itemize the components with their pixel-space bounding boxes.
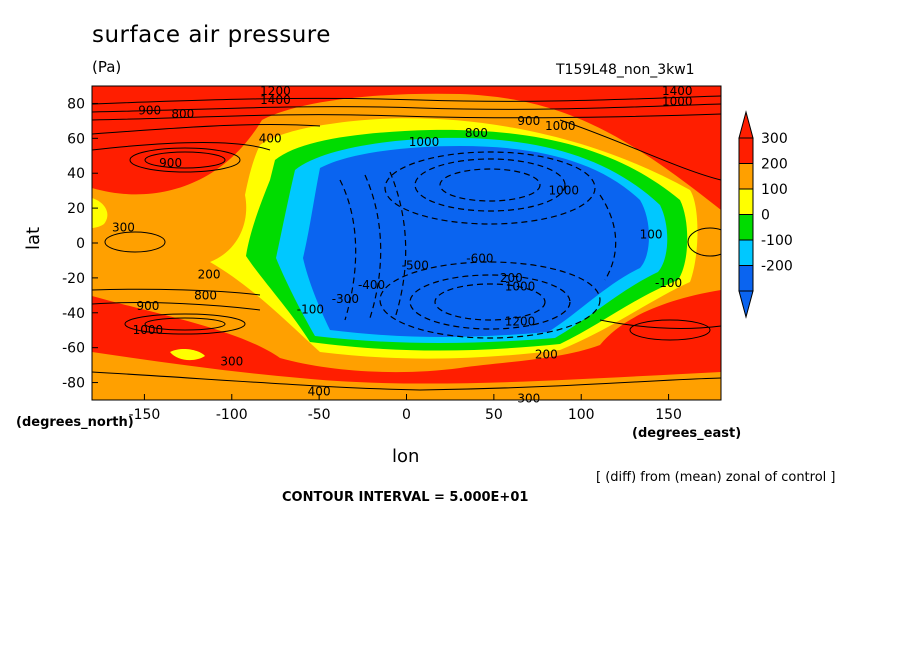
diff-note: [ (diff) from (mean) zonal of control ] [596, 470, 836, 485]
x-axis-ticks: -150 -100 -50 0 50 100 150 [129, 394, 682, 423]
experiment-label: T159L48_non_3kw1 [556, 62, 695, 78]
contour-label: 200 [198, 267, 221, 281]
colorbar-swatch [738, 137, 754, 164]
x-tick-label: -150 [129, 407, 161, 423]
y-tick-label: 40 [67, 166, 85, 182]
colorbar-swatch [738, 265, 754, 292]
x-axis-unit: (degrees_east) [632, 426, 742, 441]
y-axis-unit: (degrees_north) [16, 415, 134, 430]
field-yellow-left [92, 198, 108, 228]
colorbar-label: 100 [761, 182, 788, 198]
contour-label: 300 [517, 391, 540, 405]
negative-contours [339, 151, 617, 339]
contour-label: 1000 [545, 119, 576, 133]
contour-label: 900 [517, 114, 540, 128]
colorbar-extend-max [738, 110, 754, 139]
y-tick-label: -60 [62, 341, 85, 357]
contour-label: -600 [466, 252, 493, 266]
contour-label: 1200 [505, 315, 536, 329]
contour-label: 900 [136, 299, 159, 313]
field-yellow-sw [170, 349, 205, 361]
x-axis-label: lon [392, 446, 420, 467]
chart-units: (Pa) [92, 58, 122, 76]
y-tick-label: 80 [67, 96, 85, 112]
contour-label: 1000 [548, 184, 579, 198]
x-tick-label: -100 [216, 407, 248, 423]
contour-label: 1000 [662, 95, 693, 109]
field-blue [303, 146, 649, 337]
y-tick-label: -40 [62, 306, 85, 322]
y-tick-label: 0 [76, 236, 85, 252]
contour-label: 300 [112, 220, 135, 234]
y-tick-label: -80 [62, 376, 85, 392]
colorbar-swatch [738, 239, 754, 266]
field-orange-bottom [92, 352, 721, 400]
contour-interval: CONTOUR INTERVAL = 5.000E+01 [282, 490, 529, 505]
positive-contours [92, 95, 721, 391]
contour-label: 1000 [409, 135, 440, 149]
colorbar-swatch [738, 188, 754, 215]
x-tick-label: 0 [402, 407, 411, 423]
contour-label: 400 [308, 384, 331, 398]
contour-label: 400 [259, 131, 282, 145]
y-tick-label: 60 [67, 131, 85, 147]
contour-label: 900 [138, 103, 161, 117]
y-tick-label: 20 [67, 201, 85, 217]
contour-label: 1400 [662, 84, 693, 98]
colorbar-extend-min [738, 290, 754, 319]
contour-label: 1200 [260, 84, 291, 98]
contour-label: -500 [402, 259, 429, 273]
contour-label: 900 [159, 156, 182, 170]
colorbar-label: 300 [761, 131, 788, 147]
colorbar: 300 200 100 0 -100 -200 [738, 110, 793, 319]
contour-label: -300 [332, 292, 359, 306]
contour-label: 300 [220, 355, 243, 369]
y-axis-ticks: -80 -60 -40 -20 0 20 40 60 80 [62, 96, 98, 392]
pressure-field [92, 86, 721, 400]
contour-label: 1400 [260, 93, 291, 107]
colorbar-swatch [738, 163, 754, 190]
chart-title: surface air pressure [92, 22, 331, 48]
contour-label: 800 [171, 107, 194, 121]
contour-label: -100 [655, 276, 682, 290]
colorbar-label: 0 [761, 208, 770, 224]
x-tick-label: 100 [568, 407, 595, 423]
colorbar-label: 200 [761, 157, 788, 173]
contour-label: -400 [358, 278, 385, 292]
x-tick-label: 150 [655, 407, 682, 423]
contour-label: 800 [194, 288, 217, 302]
contour-label: -100 [297, 302, 324, 316]
x-tick-label: 50 [485, 407, 503, 423]
contour-label: 200 [535, 348, 558, 362]
contour-label: 100 [640, 227, 663, 241]
colorbar-swatch [738, 214, 754, 241]
contour-label: 200 [500, 271, 523, 285]
y-tick-label: -20 [62, 271, 85, 287]
x-tick-label: -50 [308, 407, 331, 423]
colorbar-label: -200 [761, 259, 793, 275]
contour-label: 800 [465, 126, 488, 140]
contour-label: 1000 [505, 280, 536, 294]
contour-label: 1000 [133, 323, 164, 337]
colorbar-label: -100 [761, 233, 793, 249]
